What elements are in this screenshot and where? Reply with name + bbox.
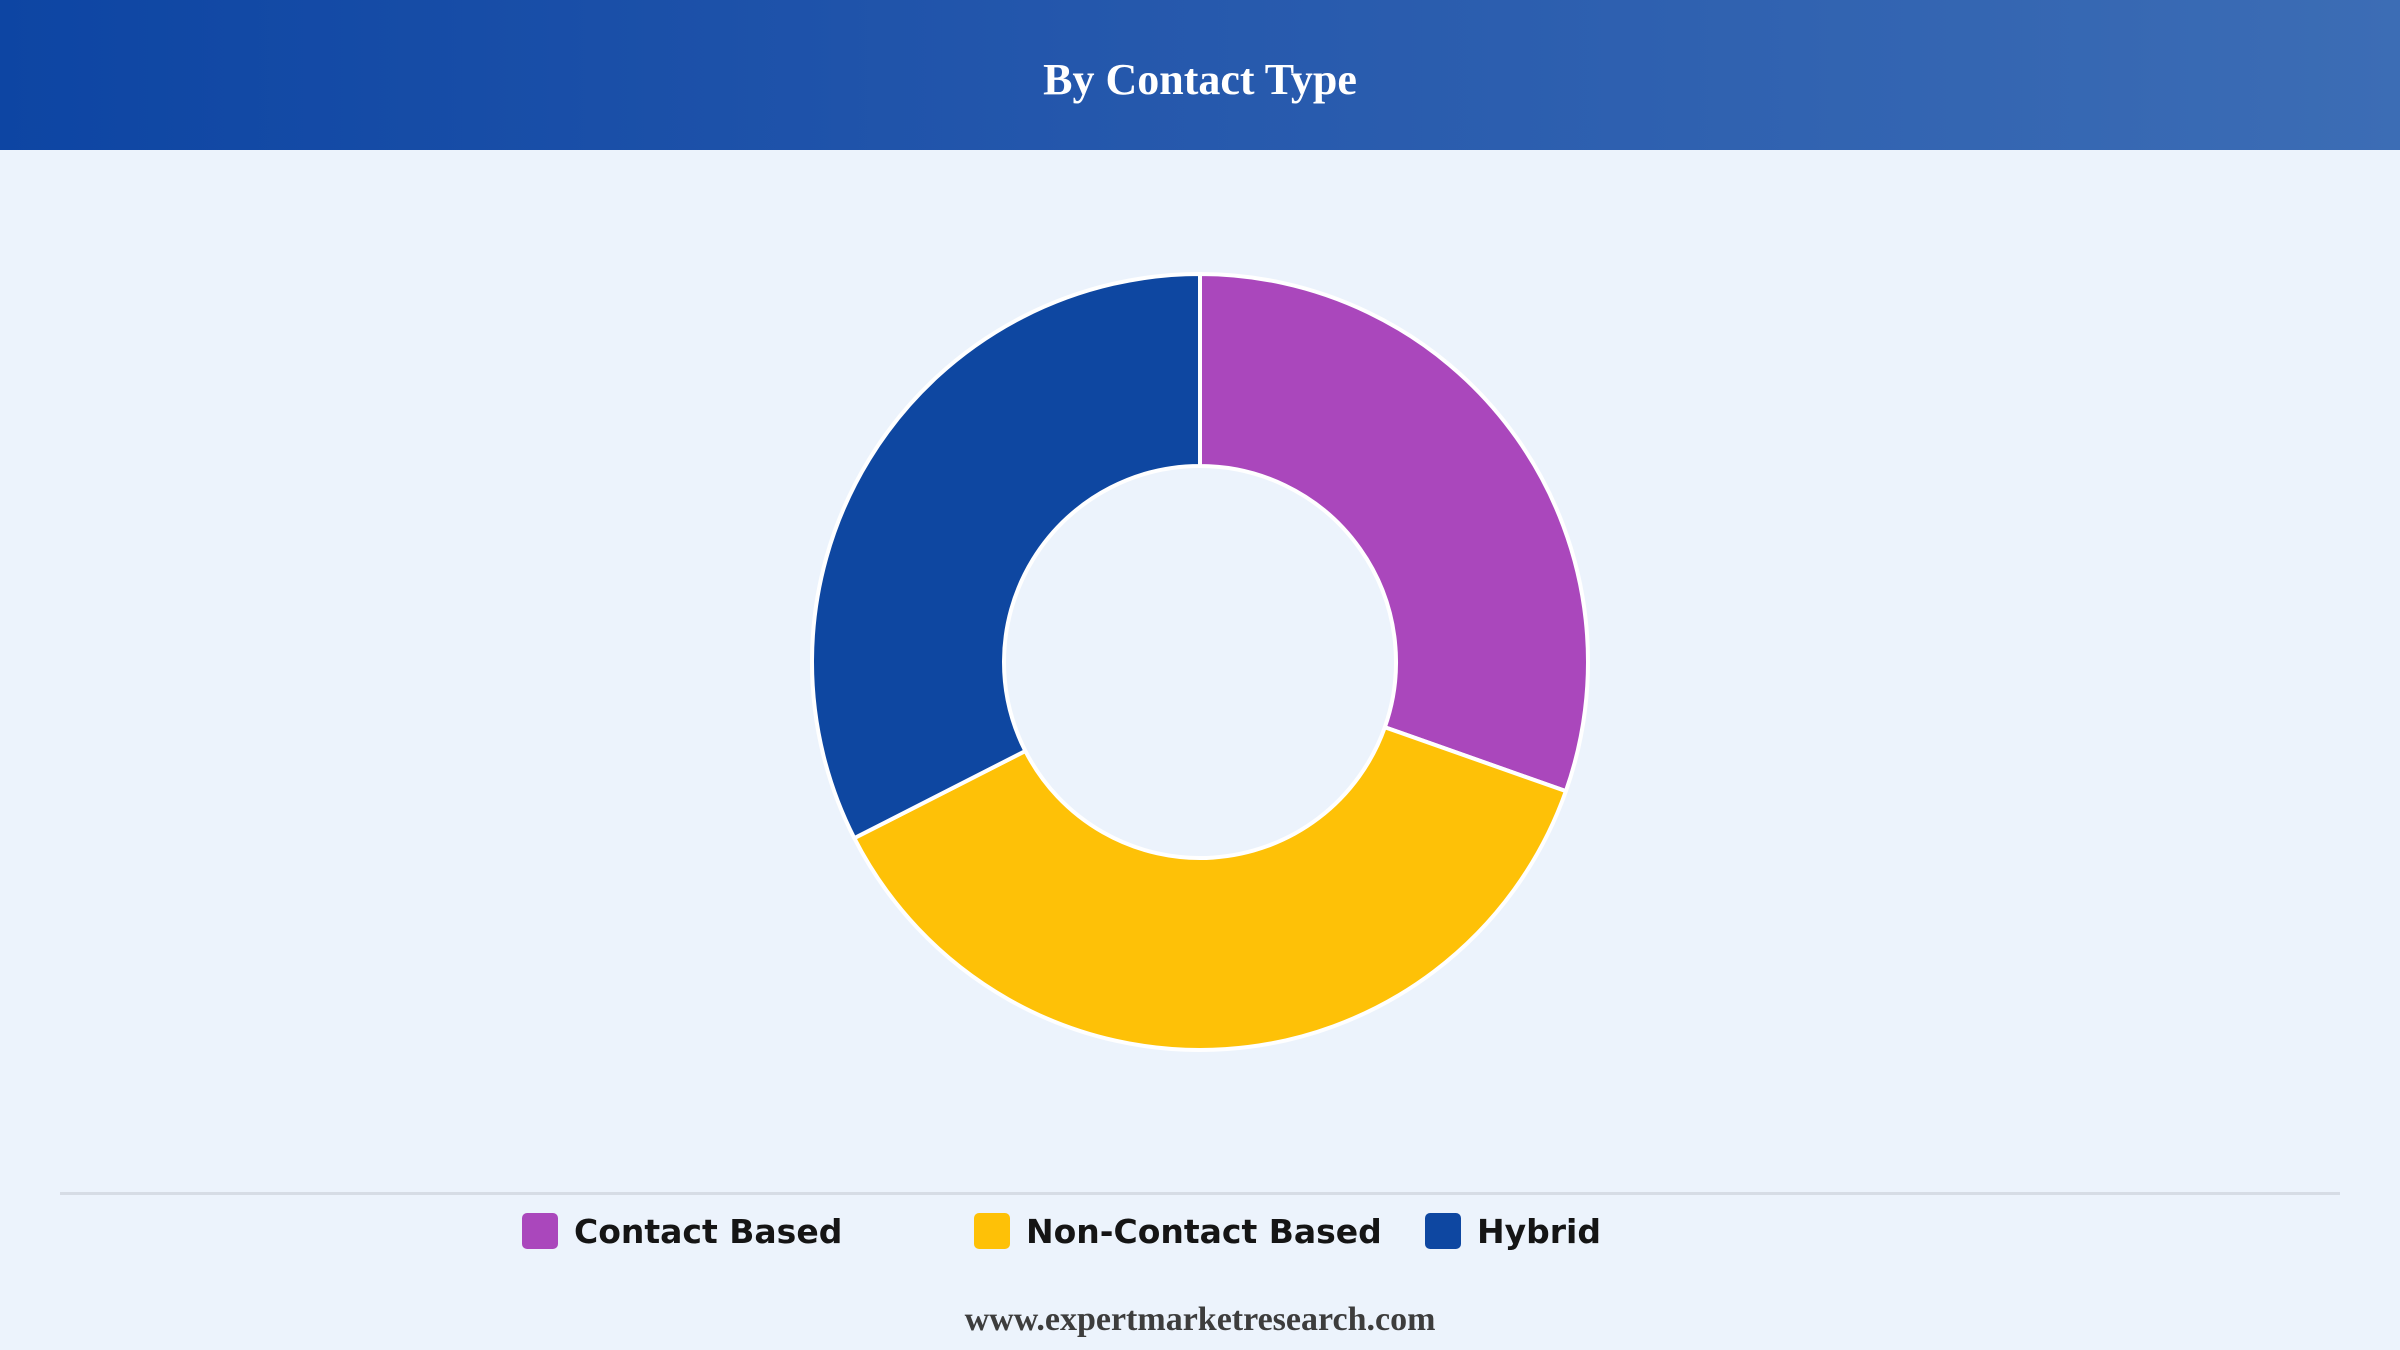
source-url: www.expertmarketresearch.com: [964, 1301, 1436, 1338]
legend-item-contact-based[interactable]: Contact Based: [522, 1206, 842, 1256]
legend-label-hybrid: Hybrid: [1477, 1211, 1601, 1251]
legend-swatch-non-contact-based: [974, 1213, 1010, 1249]
chart-title: By Contact Type: [1043, 55, 1357, 104]
legend-label-non-contact-based: Non-Contact Based: [1026, 1211, 1382, 1251]
donut-chart: [0, 150, 2400, 1180]
donut-slice-hybrid[interactable]: [810, 272, 1202, 841]
legend-divider: [60, 1192, 2340, 1195]
donut-slice-non-contact-based[interactable]: [852, 725, 1568, 1052]
legend-item-hybrid[interactable]: Hybrid: [1425, 1206, 1601, 1256]
legend-item-non-contact-based[interactable]: Non-Contact Based: [974, 1206, 1382, 1256]
header-banner: By Contact Type: [0, 0, 2400, 150]
legend-swatch-hybrid: [1425, 1213, 1461, 1249]
legend: Contact Based Non-Contact Based Hybrid: [0, 1206, 2400, 1256]
legend-swatch-contact-based: [522, 1213, 558, 1249]
legend-label-contact-based: Contact Based: [574, 1211, 843, 1251]
donut-chart-svg: [810, 272, 1590, 1052]
donut-slice-contact-based[interactable]: [1198, 272, 1590, 794]
